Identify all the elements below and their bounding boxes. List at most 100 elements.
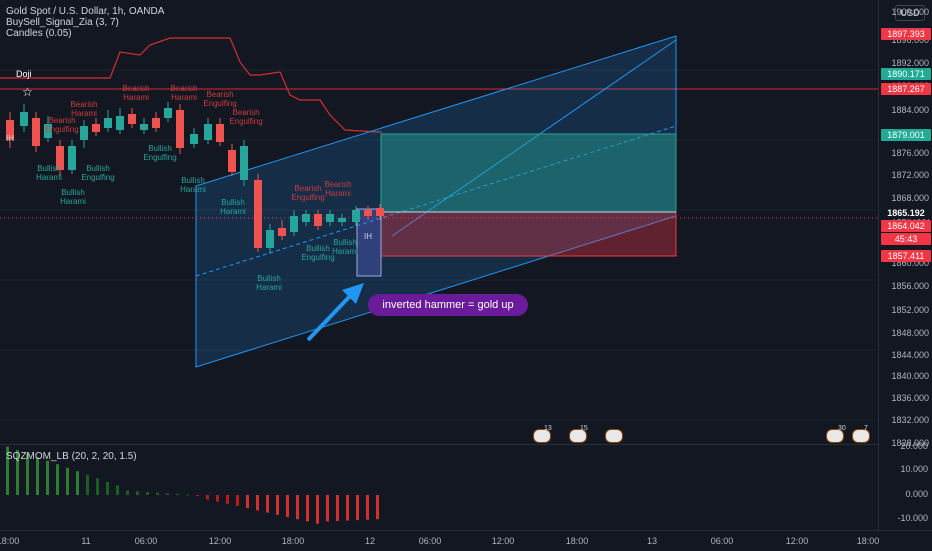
stop-loss-zone bbox=[380, 211, 677, 257]
doji-star-icon: ☆ bbox=[22, 85, 33, 99]
oscillator-bar bbox=[176, 493, 179, 495]
time-label: 18:00 bbox=[0, 536, 20, 546]
candle-body bbox=[326, 214, 334, 222]
candle-body bbox=[376, 208, 384, 216]
candle-body bbox=[104, 118, 112, 128]
bearish-engulfing-label: Bearish Engulfing bbox=[203, 90, 237, 108]
oscillator-bar bbox=[296, 495, 299, 520]
candle-body bbox=[56, 146, 64, 170]
candle-body bbox=[32, 118, 40, 146]
oscillator-bar bbox=[86, 474, 89, 495]
bullish-harami-label: Bullish Harami bbox=[332, 238, 358, 256]
price-tag: 1879.001 bbox=[881, 129, 931, 141]
oscillator-bar bbox=[286, 495, 289, 517]
candle-body bbox=[204, 124, 212, 140]
indicator-candles[interactable]: Candles (0.05) bbox=[6, 28, 72, 39]
us-flag-event-icon[interactable] bbox=[852, 429, 870, 443]
candle-body bbox=[228, 150, 236, 172]
time-label: 12 bbox=[364, 536, 376, 546]
price-tick: 1892.000 bbox=[891, 58, 929, 68]
bullish-harami-label: Bullish Harami bbox=[180, 176, 206, 194]
currency-selector[interactable]: USD bbox=[895, 5, 925, 21]
oscillator-bar bbox=[316, 495, 319, 524]
time-label: 18:00 bbox=[565, 536, 589, 546]
oscillator-bar bbox=[166, 493, 169, 495]
time-label: 11 bbox=[81, 536, 91, 546]
oscillator-bar bbox=[36, 457, 39, 495]
price-tick: 1872.000 bbox=[891, 170, 929, 180]
price-tag: 1865.192 bbox=[881, 207, 931, 219]
price-tag: 1890.171 bbox=[881, 68, 931, 80]
oscillator-pane[interactable]: SQZMOM_LB (20, 2, 20, 1.5) bbox=[0, 444, 878, 531]
candle-body bbox=[302, 214, 310, 222]
oscillator-tick: -10.000 bbox=[897, 513, 928, 523]
time-axis[interactable]: 18:00 11 06:00 12:00 18:00 12 06:00 12:00 18:00 1… bbox=[0, 530, 932, 551]
oscillator-bar bbox=[266, 495, 269, 513]
oscillator-bar bbox=[256, 495, 259, 511]
bearish-harami-label: Bearish Harami bbox=[70, 100, 98, 118]
price-tick: 1852.000 bbox=[891, 305, 929, 315]
us-flag-event-icon[interactable] bbox=[533, 429, 551, 443]
price-chart[interactable]: ☆ bbox=[0, 0, 878, 444]
oscillator-bar bbox=[106, 481, 109, 495]
candle-body bbox=[364, 210, 372, 216]
bullish-harami-label: Bullish Harami bbox=[36, 164, 62, 182]
candle-body bbox=[140, 124, 148, 130]
candle-body bbox=[68, 146, 76, 170]
price-chart-canvas[interactable]: ☆ bbox=[0, 0, 878, 444]
oscillator-bar bbox=[306, 495, 309, 522]
oscillator-bar bbox=[6, 446, 9, 495]
time-label: 06:00 bbox=[134, 536, 158, 546]
symbol-title[interactable]: Gold Spot / U.S. Dollar, 1h, OANDA bbox=[6, 6, 165, 17]
candle-body bbox=[266, 230, 274, 248]
indicator-buysell[interactable]: BuySell_Signal_Zia (3, 7) bbox=[6, 17, 119, 28]
price-tag: 1897.393 bbox=[881, 28, 931, 40]
us-flag-event-icon[interactable] bbox=[605, 429, 623, 443]
price-tick: 1844.000 bbox=[891, 350, 929, 360]
time-label: 06:00 bbox=[710, 536, 734, 546]
oscillator-bar bbox=[156, 492, 159, 495]
us-flag-event-icon[interactable] bbox=[826, 429, 844, 443]
channel-ray bbox=[391, 39, 677, 237]
oscillator-label[interactable]: SQZMOM_LB (20, 2, 20, 1.5) bbox=[6, 451, 137, 462]
candle-body bbox=[128, 114, 136, 124]
time-label: 12:00 bbox=[785, 536, 809, 546]
oscillator-canvas[interactable] bbox=[0, 445, 878, 531]
oscillator-bar bbox=[16, 450, 19, 495]
take-profit-zone bbox=[380, 133, 677, 213]
oscillator-bar bbox=[346, 495, 349, 521]
price-tick: 1840.000 bbox=[891, 371, 929, 381]
candle-body bbox=[6, 120, 14, 140]
price-axis[interactable]: USD 1900.0001896.0001892.0001888.0001884… bbox=[878, 0, 932, 530]
price-tick: 1896.000 bbox=[891, 35, 929, 45]
event-count: 13 bbox=[544, 425, 552, 432]
bearish-engulfing-label: Bearish Engulfing bbox=[291, 184, 325, 202]
candle-body bbox=[164, 108, 172, 118]
inverted-hammer-highlight bbox=[356, 208, 382, 277]
candle-body bbox=[240, 146, 248, 180]
time-label: 18:00 bbox=[281, 536, 305, 546]
us-flag-event-icon[interactable] bbox=[569, 429, 587, 443]
price-tick: 1876.000 bbox=[891, 148, 929, 158]
price-tag: 1887.267 bbox=[881, 83, 931, 95]
oscillator-bar bbox=[226, 495, 229, 504]
candle-body bbox=[190, 134, 198, 144]
oscillator-tick: 0.000 bbox=[905, 489, 928, 499]
oscillator-bar bbox=[116, 485, 119, 495]
oscillator-bar bbox=[96, 478, 99, 495]
oscillator-bar bbox=[136, 491, 139, 495]
oscillator-bar bbox=[236, 495, 239, 506]
price-tick: 1884.000 bbox=[891, 105, 929, 115]
time-label: 13 bbox=[646, 536, 658, 546]
time-label: 06:00 bbox=[418, 536, 442, 546]
bullish-harami-label: Bullish Harami bbox=[220, 198, 246, 216]
candle-body bbox=[44, 124, 52, 138]
inverted-hammer-note[interactable]: inverted hammer = gold up bbox=[368, 294, 528, 316]
bullish-harami-label: Bullish Harami bbox=[256, 274, 282, 292]
time-label: 12:00 bbox=[208, 536, 232, 546]
price-tick: 1856.000 bbox=[891, 281, 929, 291]
candle-body bbox=[314, 214, 322, 226]
price-tag: 1864.042 bbox=[881, 220, 931, 232]
oscillator-bar bbox=[76, 471, 79, 495]
time-label: 12:00 bbox=[491, 536, 515, 546]
